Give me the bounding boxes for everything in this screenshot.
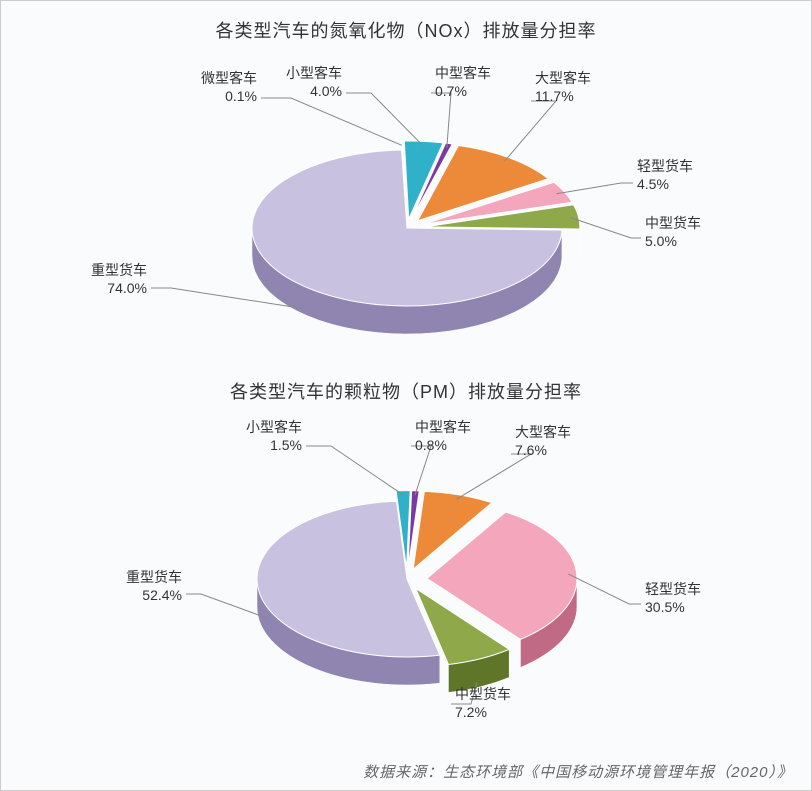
slice-pct-4: 7.2% [455, 704, 487, 720]
slice-label-6: 重型货车 [91, 262, 147, 278]
slice-label-2: 大型客车 [515, 424, 571, 440]
page-container: 各类型汽车的氮氧化物（NOx）排放量分担率 微型客车 0.1% 小型客车 4.0% 中型… [0, 0, 812, 791]
slice-label-5: 中型货车 [645, 215, 701, 231]
data-source: 数据来源：生态环境部《中国移动源环境管理年报（2020）》 [363, 761, 793, 782]
slice-pct-0: 1.5% [270, 437, 302, 453]
slice-label-4: 中型货车 [455, 686, 511, 702]
chart2-pie: 小型客车 1.5% 中型客车 0.8% 大型客车 7.6% 轻型货车 30.5% 中型货车 7.2… [1, 404, 812, 744]
slice-label-0: 小型客车 [246, 419, 302, 435]
slice-pct-2: 7.6% [515, 442, 547, 458]
slice-label-1: 小型客车 [286, 65, 342, 81]
slice-label-2: 中型客车 [435, 65, 491, 81]
slice-label-1: 中型客车 [415, 419, 471, 435]
slice-label-3: 大型客车 [535, 70, 591, 86]
slice-label-4: 轻型货车 [637, 158, 693, 174]
chart2-title: 各类型汽车的颗粒物（PM）排放量分担率 [1, 378, 811, 404]
slice-pct-3: 30.5% [645, 599, 685, 615]
slice-label-3: 轻型货车 [645, 581, 701, 597]
slice-pct-1: 4.0% [310, 83, 342, 99]
slice-pct-3: 11.7% [535, 88, 574, 104]
slice-pct-4: 4.5% [637, 176, 669, 192]
slice-pct-5: 52.4% [142, 587, 182, 603]
slice-label-0: 微型客车 [201, 70, 257, 86]
slice-pct-0: 0.1% [225, 88, 257, 104]
slice-pct-5: 5.0% [645, 233, 677, 249]
slice-pct-6: 74.0% [107, 280, 147, 296]
slice-pct-2: 0.7% [435, 83, 467, 99]
slice-pct-1: 0.8% [415, 437, 447, 453]
slice-label-5: 重型货车 [126, 569, 182, 585]
chart1-pie: 微型客车 0.1% 小型客车 4.0% 中型客车 0.7% 大型客车 11.7% 轻型货车 4.5… [1, 43, 812, 373]
chart1-title: 各类型汽车的氮氧化物（NOx）排放量分担率 [1, 1, 811, 43]
